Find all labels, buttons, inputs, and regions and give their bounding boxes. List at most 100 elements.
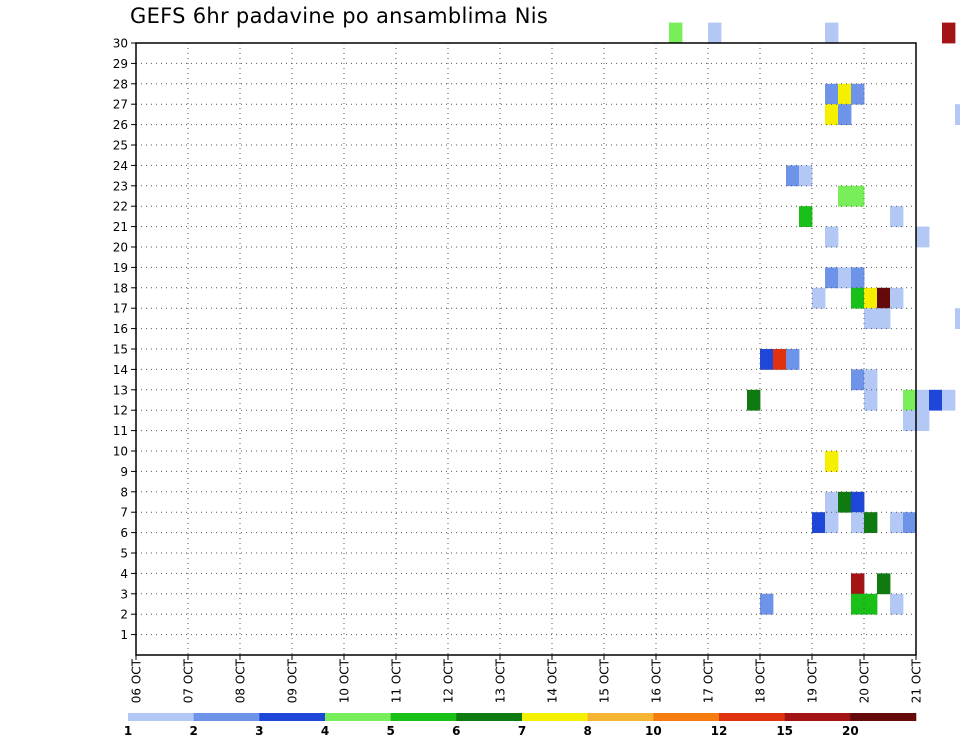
heatmap-cell [825, 104, 839, 125]
heatmap-cells [669, 22, 960, 615]
colorbar-tick-label: 20 [842, 724, 859, 738]
heatmap-cell [890, 593, 904, 615]
heatmap-cell [851, 267, 865, 289]
colorbar-tick-label: 12 [711, 724, 728, 738]
heatmap-cell [877, 573, 891, 595]
y-tick-label: 16 [113, 322, 128, 336]
heatmap-cell [851, 573, 865, 595]
y-tick-label: 20 [113, 241, 128, 255]
heatmap-cell [942, 389, 956, 411]
heatmap-cell [838, 267, 852, 289]
colorbar-tick-label: 1 [124, 724, 132, 738]
heatmap-cell [851, 287, 865, 309]
y-tick-label: 22 [113, 200, 128, 214]
x-tick-label: 12 OCT [442, 658, 456, 703]
y-axis: 1234567891011121314151617181920212223242… [113, 37, 136, 642]
x-tick-label: 09 OCT [286, 658, 300, 703]
x-tick-label: 21 OCT [910, 658, 924, 703]
y-tick-label: 15 [113, 343, 128, 357]
heatmap-cell [929, 389, 943, 411]
colorbar-swatch [850, 713, 917, 721]
x-tick-label: 18 OCT [754, 658, 768, 703]
heatmap-cell [864, 512, 878, 533]
heatmap-cell [955, 104, 960, 125]
heatmap-cell [916, 389, 930, 411]
heatmap-cell [825, 267, 839, 289]
x-tick-label: 11 OCT [390, 658, 404, 703]
heatmap-cell [825, 83, 839, 105]
heatmap-cell [851, 185, 865, 207]
x-tick-label: 07 OCT [182, 658, 196, 703]
heatmap-cell [890, 287, 904, 309]
chart-title: GEFS 6hr padavine po ansamblima Nis [130, 4, 549, 28]
heatmap-cell [903, 512, 917, 533]
heatmap-cell [851, 491, 865, 513]
heatmap-cell [773, 349, 787, 370]
heatmap-cell [825, 491, 839, 513]
colorbar-tick-label: 15 [776, 724, 793, 738]
heatmap-cell [890, 206, 904, 227]
heatmap-cell [877, 308, 891, 329]
colorbar-swatch [719, 713, 785, 721]
heatmap-cell [864, 287, 878, 309]
y-tick-label: 4 [120, 567, 128, 581]
heatmap-cell [942, 22, 956, 44]
colorbar-tick-label: 7 [518, 724, 526, 738]
colorbar-swatch [456, 713, 523, 721]
heatmap-cell [825, 451, 839, 472]
x-tick-label: 08 OCT [234, 658, 248, 703]
y-tick-label: 12 [113, 404, 128, 418]
heatmap-cell [916, 226, 930, 248]
y-tick-label: 8 [120, 485, 128, 499]
colorbar-swatch [128, 713, 194, 721]
heatmap-cell [851, 593, 865, 615]
y-tick-label: 30 [113, 37, 128, 51]
heatmap-cell [864, 369, 878, 391]
y-tick-label: 10 [113, 445, 128, 459]
heatmap-cell [851, 369, 865, 391]
x-tick-label: 14 OCT [546, 658, 560, 703]
heatmap-cell [825, 226, 839, 248]
heatmap-cell [669, 22, 683, 44]
heatmap-cell [799, 206, 813, 227]
y-tick-label: 24 [113, 159, 128, 173]
colorbar-tick-label: 10 [645, 724, 662, 738]
y-tick-label: 6 [120, 526, 128, 540]
heatmap-cell [786, 349, 800, 370]
heatmap-cell [838, 491, 852, 513]
heatmap-cell [825, 512, 839, 533]
heatmap-cell [760, 349, 774, 370]
colorbar-swatch [193, 713, 260, 721]
y-tick-label: 27 [113, 98, 128, 112]
colorbar-swatch [522, 713, 588, 721]
x-axis: 06 OCT 07 OCT 08 OCT 09 OCT 10 OCT 11 OCT 12 O… [130, 655, 924, 703]
colorbar-tick-label: 2 [189, 724, 197, 738]
y-tick-label: 14 [113, 363, 128, 377]
y-tick-label: 13 [113, 383, 128, 397]
y-tick-label: 17 [113, 302, 128, 316]
heatmap-cell [760, 593, 774, 615]
heatmap-cell [812, 512, 826, 533]
x-tick-label: 20 OCT [858, 658, 872, 703]
colorbar-swatch [259, 713, 326, 721]
heatmap-cell [825, 22, 839, 44]
y-tick-label: 3 [120, 587, 128, 601]
heatmap-cell [890, 512, 904, 533]
y-tick-label: 7 [120, 506, 128, 520]
colorbar-swatch [390, 713, 457, 721]
y-tick-label: 26 [113, 118, 128, 132]
y-tick-label: 9 [120, 465, 128, 479]
colorbar-swatch [784, 713, 851, 721]
y-tick-label: 23 [113, 179, 128, 193]
y-tick-label: 19 [113, 261, 128, 275]
heatmap-cell [916, 410, 930, 431]
x-tick-label: 10 OCT [338, 658, 352, 703]
colorbar-tick-label: 5 [386, 724, 394, 738]
y-tick-label: 28 [113, 77, 128, 91]
y-tick-label: 18 [113, 281, 128, 295]
y-tick-label: 21 [113, 220, 128, 234]
heatmap-cell [864, 308, 878, 329]
heatmap-cell [838, 104, 852, 125]
colorbar-swatch [653, 713, 720, 721]
